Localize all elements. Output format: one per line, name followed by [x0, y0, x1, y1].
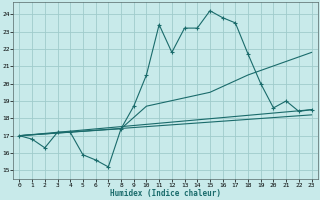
- X-axis label: Humidex (Indice chaleur): Humidex (Indice chaleur): [110, 189, 221, 198]
